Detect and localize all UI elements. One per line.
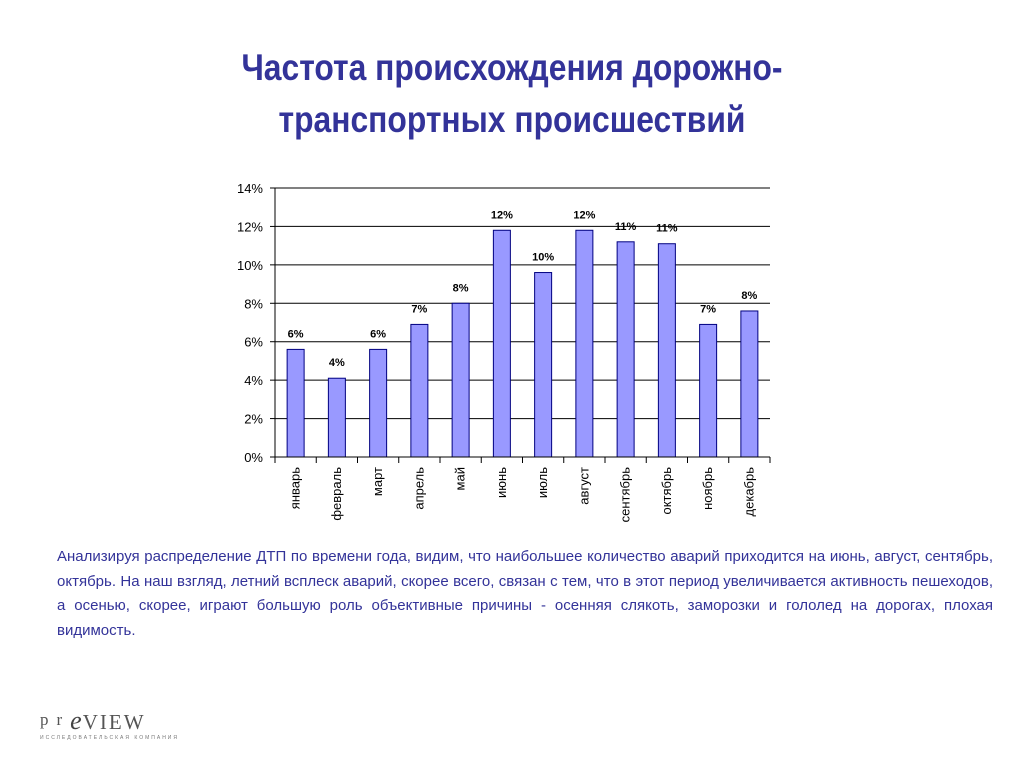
category-label: сентябрь xyxy=(618,467,633,523)
preview-logo: preVIEW ИССЛЕДОВАТЕЛЬСКАЯ КОМПАНИЯ xyxy=(40,706,200,750)
y-tick-label: 14% xyxy=(237,181,263,196)
logo-wordmark: preVIEW xyxy=(40,706,146,736)
logo-view: VIEW xyxy=(82,710,146,734)
bar xyxy=(369,348,388,458)
data-label: 10% xyxy=(532,252,554,264)
bar xyxy=(286,348,305,458)
bar xyxy=(740,310,759,458)
y-tick-label: 8% xyxy=(244,296,263,311)
bar xyxy=(492,229,511,458)
analysis-paragraph: Анализируя распределение ДТП по времени … xyxy=(57,548,993,639)
bar xyxy=(410,323,429,458)
data-label: 8% xyxy=(741,290,757,302)
category-label: декабрь xyxy=(741,467,756,517)
y-tick-label: 12% xyxy=(237,219,263,234)
logo-pr: pr xyxy=(40,710,71,729)
y-tick-label: 6% xyxy=(244,335,263,350)
logo-tagline: ИССЛЕДОВАТЕЛЬСКАЯ КОМПАНИЯ xyxy=(40,735,180,741)
category-label: май xyxy=(453,467,468,490)
data-label: 4% xyxy=(329,357,345,369)
data-label: 7% xyxy=(700,303,716,315)
y-tick-label: 0% xyxy=(244,450,263,465)
bar xyxy=(534,272,553,458)
category-label: октябрь xyxy=(659,467,674,515)
category-label: март xyxy=(370,467,385,496)
category-label: февраль xyxy=(329,467,344,521)
category-label: апрель xyxy=(411,467,426,510)
category-label: ноябрь xyxy=(700,467,715,510)
data-label: 12% xyxy=(573,209,595,221)
category-label: июнь xyxy=(494,467,509,498)
y-tick-label: 4% xyxy=(244,373,263,388)
bar xyxy=(616,241,635,458)
bar xyxy=(327,377,346,458)
data-label: 6% xyxy=(288,328,304,340)
category-label: январь xyxy=(288,467,303,509)
title-line-1: Частота происхождения дорожно- xyxy=(241,47,783,88)
bar xyxy=(451,302,470,458)
y-tick-label: 2% xyxy=(244,412,263,427)
data-label: 11% xyxy=(615,221,637,233)
category-label: август xyxy=(576,467,591,505)
category-label: июль xyxy=(535,467,550,498)
page-title: Частота происхождения дорожно- транспорт… xyxy=(72,42,953,146)
y-tick-label: 10% xyxy=(237,258,263,273)
bar-chart: 0% 2% 4% 6% 8% 10% 12% 14% 6% январь 4% февраль 6% ма… xyxy=(237,181,771,523)
data-label: 7% xyxy=(411,303,427,315)
title-line-2: транспортных происшествий xyxy=(278,99,746,140)
logo-e: e xyxy=(70,706,83,735)
data-label: 6% xyxy=(370,328,386,340)
bar xyxy=(657,243,676,458)
bar xyxy=(575,229,594,458)
data-label: 11% xyxy=(656,223,678,235)
data-label: 8% xyxy=(453,282,469,294)
bar xyxy=(699,323,718,458)
data-label: 12% xyxy=(491,209,513,221)
